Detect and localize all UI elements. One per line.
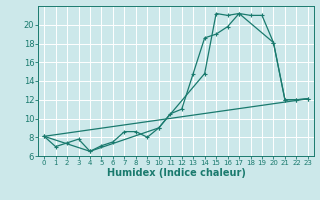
X-axis label: Humidex (Indice chaleur): Humidex (Indice chaleur)	[107, 168, 245, 178]
